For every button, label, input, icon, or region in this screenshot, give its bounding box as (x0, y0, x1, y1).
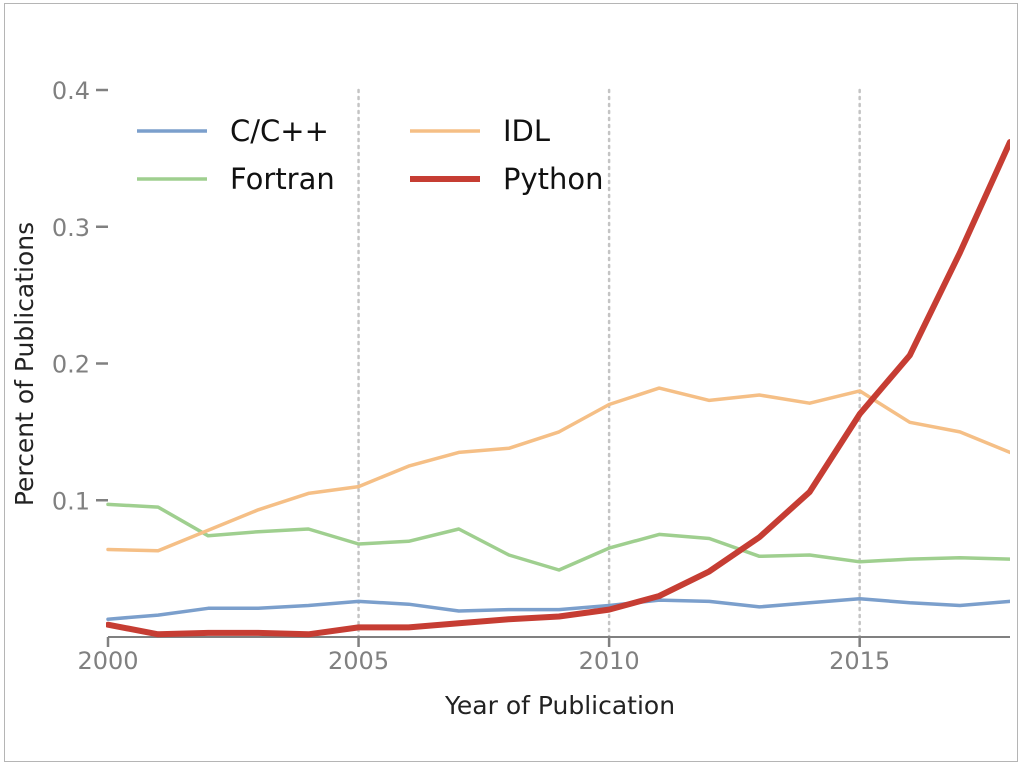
legend-label-c-c-: C/C++ (230, 114, 329, 148)
series-lines (106, 139, 1010, 638)
legend: C/C++ Fortran IDL Python (137, 114, 604, 196)
series-line-idl (106, 386, 1010, 553)
series-line-fortran (106, 502, 1010, 572)
x-tick-label: 2005 (328, 647, 389, 675)
legend-label-idl: IDL (503, 114, 550, 148)
axes: 2000 2005 2010 2015 0.1 0.2 0.3 0.4 (52, 77, 1010, 675)
y-tick-label: 0.3 (52, 214, 90, 242)
series-line-c-c- (106, 596, 1010, 621)
legend-label-python: Python (503, 162, 604, 196)
x-tick-label: 2000 (77, 647, 138, 675)
x-tick-label: 2010 (579, 647, 640, 675)
y-axis-title: Percent of Publications (10, 222, 39, 506)
y-tick-label: 0.2 (52, 351, 90, 379)
y-tick-label: 0.4 (52, 77, 90, 105)
legend-label-fortran: Fortran (230, 162, 335, 196)
x-tick-label: 2015 (829, 647, 890, 675)
chart-frame (4, 3, 1018, 762)
series-line-python (106, 139, 1010, 638)
y-tick-label: 0.1 (52, 487, 90, 515)
gridlines (357, 88, 861, 639)
x-axis-title: Year of Publication (444, 691, 675, 720)
